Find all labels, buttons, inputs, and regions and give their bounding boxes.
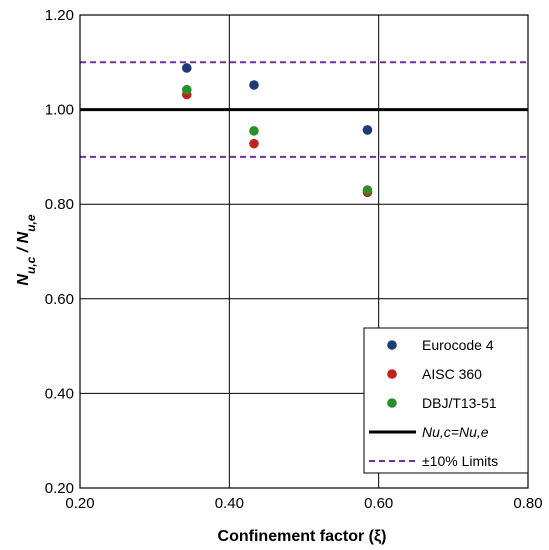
legend-label: ±10% Limits xyxy=(422,453,498,469)
point-dbj-t13-51 xyxy=(249,126,259,136)
x-tick-label: 0.20 xyxy=(65,495,94,512)
point-dbj-t13-51 xyxy=(181,84,192,95)
legend-label: DBJ/T13-51 xyxy=(422,395,497,411)
x-tick-label: 0.80 xyxy=(513,495,542,512)
legend-marker xyxy=(387,369,397,379)
x-tick-labels: 0.20 0.40 0.60 0.80 xyxy=(65,495,542,512)
legend-marker xyxy=(387,340,397,350)
y-tick-label: 1.20 xyxy=(45,7,74,24)
reference-lines xyxy=(80,61,528,158)
point-eurocode-4 xyxy=(249,80,259,90)
y-tick-label: 0.20 xyxy=(45,480,74,497)
legend-label: AISC 360 xyxy=(422,366,482,382)
point-aisc-360 xyxy=(249,138,259,149)
point-eurocode-4 xyxy=(362,125,373,135)
point-dbj-t13-51 xyxy=(362,185,373,195)
x-axis-title: Confinement factor (ξ) xyxy=(218,528,387,545)
y-axis-title: Nu,c / Nu,e xyxy=(15,214,38,285)
plot-frame xyxy=(79,14,529,489)
data-points xyxy=(181,63,373,198)
y-tick-label: 0.80 xyxy=(45,196,74,213)
y-tick-label: 0.60 xyxy=(45,291,74,308)
y-tick-labels: 0.20 0.40 0.60 0.80 1.00 1.20 xyxy=(45,7,74,497)
legend-label: Nu,c=Nu,e xyxy=(422,424,489,440)
legend-marker xyxy=(387,398,397,408)
x-tick-label: 0.40 xyxy=(215,495,244,512)
point-eurocode-4 xyxy=(181,63,192,73)
y-tick-label: 0.40 xyxy=(45,385,74,402)
legend: Eurocode 4 AISC 360 DBJ/T13-51 Nu,c=Nu,e ±10… xyxy=(363,327,529,474)
y-tick-label: 1.00 xyxy=(45,102,74,119)
legend-label: Eurocode 4 xyxy=(422,337,494,353)
x-tick-label: 0.60 xyxy=(364,495,393,512)
